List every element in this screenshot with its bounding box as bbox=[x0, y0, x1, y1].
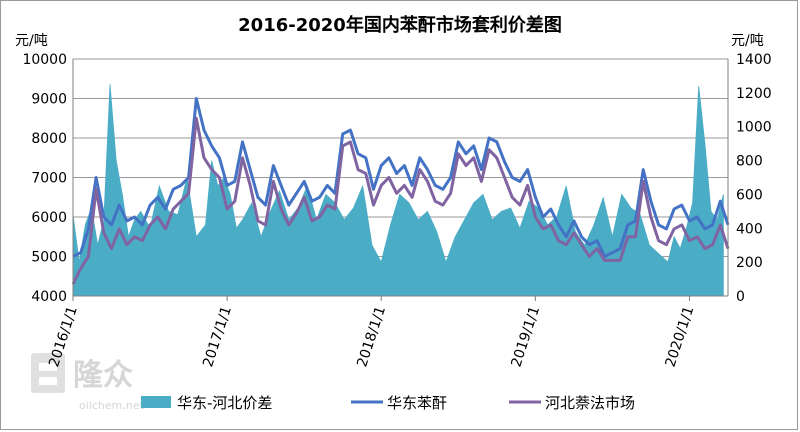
legend-swatch bbox=[141, 396, 171, 408]
left-tick-label: 8000 bbox=[31, 131, 67, 147]
left-tick-label: 4000 bbox=[31, 289, 67, 305]
right-tick-label: 0 bbox=[736, 289, 745, 305]
right-tick-label: 1400 bbox=[736, 52, 772, 68]
legend-label: 河北萘法市场 bbox=[545, 394, 635, 412]
left-tick-label: 5000 bbox=[31, 250, 67, 266]
line-series-path bbox=[72, 97, 730, 258]
left-tick-label: 6000 bbox=[31, 210, 67, 226]
watermark-logo-cutout bbox=[39, 363, 57, 371]
right-tick-label: 800 bbox=[736, 154, 763, 170]
legend-label: 华东-河北价差 bbox=[177, 394, 272, 412]
right-tick-label: 400 bbox=[736, 221, 763, 237]
x-tick-label: 2018/1/1 bbox=[354, 304, 389, 369]
line-series-path bbox=[71, 116, 730, 285]
x-tick-label: 2019/1/1 bbox=[509, 304, 544, 369]
x-axis-ticks: 2016/1/1 2017/1/1 2018/1/1 2019/1/1 2020/1/1 bbox=[46, 296, 697, 369]
left-axis-ticks: 4000 5000 6000 7000 8000 9000 10000 bbox=[22, 52, 67, 305]
left-tick-label: 9000 bbox=[31, 92, 67, 108]
chart-title: 2016-2020年国内苯酐市场套利价差图 bbox=[238, 14, 562, 36]
right-axis-ticks: 0 200 400 600 800 1000 1200 1400 bbox=[736, 52, 772, 305]
left-tick-label: 10000 bbox=[22, 52, 67, 68]
x-tick-label: 2017/1/1 bbox=[200, 304, 235, 369]
watermark-brand: 隆众 bbox=[73, 358, 133, 393]
watermark-logo-cutout bbox=[39, 377, 57, 385]
line-series bbox=[71, 97, 730, 285]
legend: 华东-河北价差 华东苯酐 河北萘法市场 bbox=[141, 394, 635, 412]
x-tick-label: 2020/1/1 bbox=[663, 304, 698, 369]
right-tick-label: 1000 bbox=[736, 120, 772, 136]
left-axis-unit: 元/吨 bbox=[15, 33, 48, 49]
legend-label: 华东苯酐 bbox=[387, 394, 447, 412]
left-tick-label: 7000 bbox=[31, 171, 67, 187]
right-axis-unit: 元/吨 bbox=[731, 33, 764, 49]
right-tick-label: 1200 bbox=[736, 86, 772, 102]
watermark: 隆众 oilchem.net bbox=[31, 353, 145, 412]
axes bbox=[72, 59, 729, 297]
watermark-site: oilchem.net bbox=[79, 399, 145, 412]
right-tick-label: 600 bbox=[736, 187, 763, 203]
right-tick-label: 200 bbox=[736, 255, 763, 271]
